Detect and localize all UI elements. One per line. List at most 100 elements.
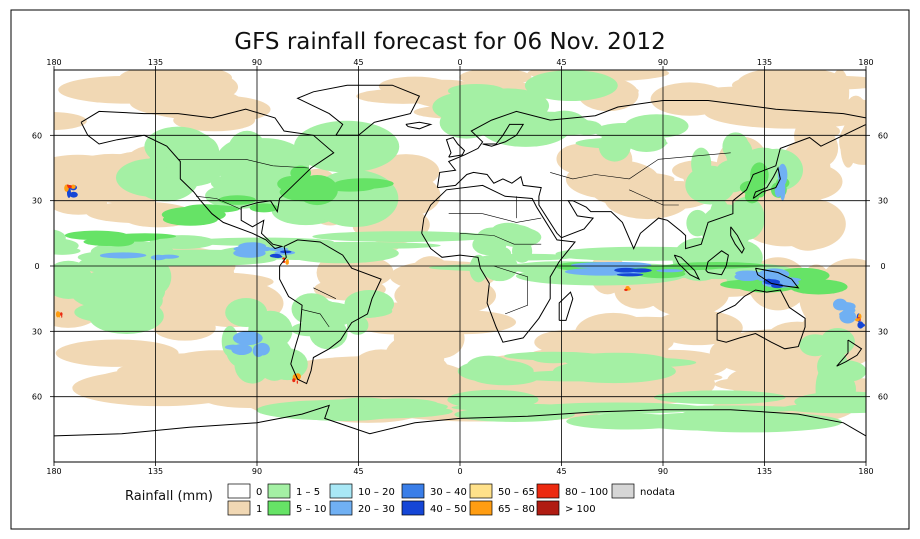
longitude-tick-label: 90	[658, 467, 668, 476]
rain-patch	[624, 114, 689, 139]
rain-patch	[758, 268, 790, 280]
rain-patch	[292, 378, 296, 383]
longitude-tick-label: 180	[858, 467, 873, 476]
latitude-tick-label: 30	[878, 197, 888, 206]
coastline-5	[445, 136, 466, 158]
rain-patch	[839, 309, 857, 324]
rain-patch	[363, 398, 440, 412]
rain-patch	[54, 237, 79, 254]
rain-patch	[710, 198, 730, 228]
rain-patch	[529, 402, 704, 414]
longitude-tick-label: 90	[658, 58, 668, 67]
rainfall-field	[54, 70, 866, 433]
border-line-7	[550, 152, 731, 180]
legend-swatch	[401, 483, 425, 499]
rain-patch	[293, 120, 400, 173]
rain-patch	[117, 361, 230, 381]
longitude-tick-label: 180	[858, 58, 873, 67]
rain-patch	[232, 331, 263, 346]
rain-patch	[231, 344, 253, 356]
rain-patch	[266, 247, 289, 252]
longitude-tick-label: 180	[46, 467, 61, 476]
graticule	[50, 66, 870, 466]
rain-patch	[54, 191, 108, 215]
legend-title: Rainfall (mm)	[125, 489, 213, 504]
rain-patch	[69, 191, 78, 198]
border-line-0	[178, 159, 309, 169]
rain-patch	[830, 70, 850, 115]
border-line-1	[196, 196, 242, 210]
rain-patch	[296, 380, 298, 384]
longitude-tick-label: 45	[353, 467, 363, 476]
legend-swatch	[536, 500, 560, 516]
rain-patch	[855, 318, 860, 322]
rain-patch	[284, 243, 399, 264]
rain-patch	[233, 245, 272, 253]
legend-swatch	[469, 483, 493, 499]
coastline-1	[296, 84, 421, 136]
rain-patch	[653, 390, 786, 405]
rain-patch	[534, 330, 598, 355]
rain-patch	[54, 111, 87, 131]
rain-patch	[691, 147, 712, 180]
coastline-7	[752, 166, 781, 199]
coastline-14	[54, 404, 866, 437]
legend-swatch	[329, 483, 353, 499]
longitude-tick-label: 45	[353, 58, 363, 67]
legend-swatch	[267, 483, 291, 499]
rain-patch	[593, 328, 674, 356]
border-line-10	[313, 287, 337, 299]
rain-patch	[279, 250, 292, 254]
legend-label: nodata	[640, 487, 675, 498]
rain-patch	[614, 267, 638, 273]
coastline-4	[436, 100, 866, 250]
longitude-tick-label: 135	[148, 467, 163, 476]
rain-patch	[789, 279, 848, 295]
rain-patch	[686, 209, 709, 237]
rain-patch	[54, 260, 93, 299]
rain-patch	[55, 339, 179, 367]
legend-swatch	[536, 483, 560, 499]
coastline-6	[482, 123, 525, 147]
rain-patch	[86, 231, 110, 237]
rain-patch	[442, 316, 471, 333]
border-line-6	[493, 265, 528, 315]
map-frame	[53, 69, 867, 463]
rain-patch	[309, 317, 348, 350]
rain-patch	[859, 323, 866, 328]
border-line-3	[482, 213, 542, 223]
longitude-tick-label: 90	[252, 467, 262, 476]
legend-label: 5 – 10	[296, 504, 326, 515]
legend-label: 40 – 50	[430, 504, 467, 515]
longitude-tick-label: 45	[556, 58, 566, 67]
rain-patch	[735, 270, 760, 277]
longitude-labels-bottom: 180 135 90 45 0 45 90 135 180	[46, 467, 873, 476]
legend-label: 30 – 40	[430, 487, 467, 498]
rain-patch	[481, 252, 518, 282]
legend-swatch	[227, 500, 251, 516]
legend-label: > 100	[565, 504, 596, 515]
legend-swatch	[227, 483, 251, 499]
rain-patch	[273, 255, 283, 259]
longitude-tick-label: 45	[556, 467, 566, 476]
rain-patch	[624, 288, 628, 291]
rain-patch	[149, 235, 215, 249]
rain-patch	[60, 312, 63, 316]
coastline-11	[673, 254, 701, 281]
rain-patch	[447, 83, 505, 98]
rain-patch	[580, 357, 697, 368]
rain-patch	[658, 411, 843, 433]
legend-swatch	[401, 500, 425, 516]
coastline-8	[558, 291, 574, 321]
rain-patch	[447, 389, 539, 410]
coastline-13	[836, 339, 863, 367]
border-line-5	[459, 233, 542, 245]
rain-patch	[182, 204, 228, 214]
rain-patch	[524, 70, 618, 101]
rain-patch	[109, 253, 137, 259]
legend-label: 0	[256, 487, 262, 498]
latitude-tick-label: 30	[32, 327, 42, 336]
rain-patch	[669, 262, 764, 269]
legend-swatch	[329, 500, 353, 516]
rain-patch	[725, 137, 753, 169]
